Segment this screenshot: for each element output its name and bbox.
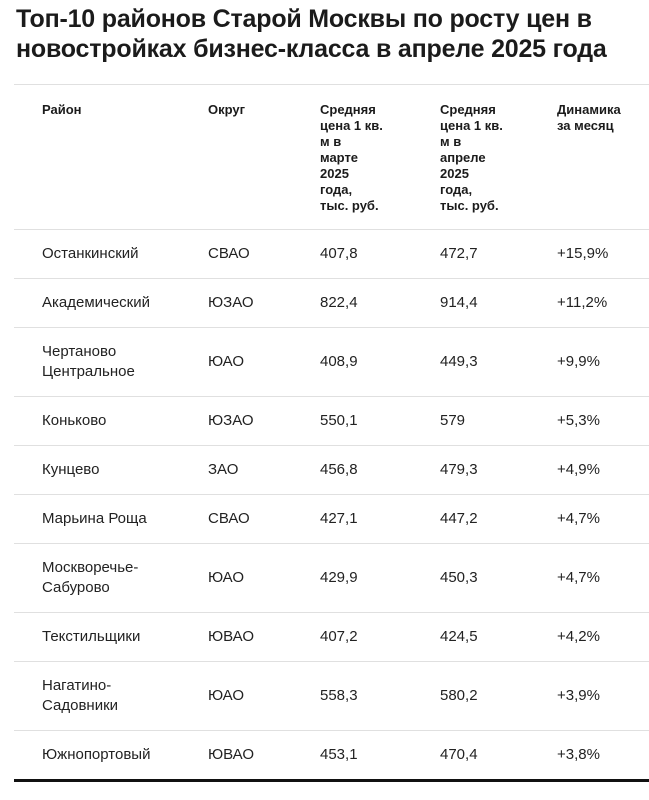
cell-price-march: 408,9 bbox=[320, 327, 440, 397]
col-header-district: Район bbox=[14, 84, 208, 230]
col-header-price-march: Средняя цена 1 кв. м в марте 2025 года, … bbox=[320, 84, 440, 230]
cell-okrug: ЮЗАО bbox=[208, 396, 320, 446]
table-row: Академический ЮЗАО 822,4 914,4 +11,2% bbox=[14, 278, 649, 328]
cell-okrug: ЮАО bbox=[208, 661, 320, 731]
cell-price-april: 472,7 bbox=[440, 229, 557, 279]
cell-dynamics: +4,9% bbox=[557, 445, 649, 495]
cell-okrug: СВАО bbox=[208, 494, 320, 544]
cell-price-march: 407,8 bbox=[320, 229, 440, 279]
cell-okrug: ЗАО bbox=[208, 445, 320, 495]
cell-okrug: ЮАО bbox=[208, 543, 320, 613]
table-row: Текстильщики ЮВАО 407,2 424,5 +4,2% bbox=[14, 612, 649, 662]
cell-price-april: 914,4 bbox=[440, 278, 557, 328]
cell-dynamics: +3,9% bbox=[557, 661, 649, 731]
cell-dynamics: +9,9% bbox=[557, 327, 649, 397]
cell-district: Текстильщики bbox=[14, 612, 208, 662]
cell-price-april: 580,2 bbox=[440, 661, 557, 731]
cell-dynamics: +11,2% bbox=[557, 278, 649, 328]
cell-district: Южнопортовый bbox=[14, 730, 208, 782]
cell-price-april: 424,5 bbox=[440, 612, 557, 662]
col-header-price-april: Средняя цена 1 кв. м в апреле 2025 года,… bbox=[440, 84, 557, 230]
cell-price-april: 449,3 bbox=[440, 327, 557, 397]
cell-price-march: 407,2 bbox=[320, 612, 440, 662]
table-row: Марьина Роща СВАО 427,1 447,2 +4,7% bbox=[14, 494, 649, 544]
page: Топ-10 районов Старой Москвы по росту це… bbox=[14, 5, 649, 782]
table-row: Коньково ЮЗАО 550,1 579 +5,3% bbox=[14, 396, 649, 446]
cell-okrug: ЮАО bbox=[208, 327, 320, 397]
cell-price-april: 470,4 bbox=[440, 730, 557, 782]
cell-price-march: 427,1 bbox=[320, 494, 440, 544]
cell-district: Останкинский bbox=[14, 229, 208, 279]
cell-dynamics: +4,2% bbox=[557, 612, 649, 662]
cell-price-april: 479,3 bbox=[440, 445, 557, 495]
table-row: Нагатино-Садовники ЮАО 558,3 580,2 +3,9% bbox=[14, 661, 649, 731]
col-header-dynamics: Динамика за месяц bbox=[557, 84, 649, 230]
table-row: Москворечье-Сабурово ЮАО 429,9 450,3 +4,… bbox=[14, 543, 649, 613]
cell-district: Академический bbox=[14, 278, 208, 328]
col-header-okrug: Округ bbox=[208, 84, 320, 230]
cell-okrug: СВАО bbox=[208, 229, 320, 279]
cell-district: Коньково bbox=[14, 396, 208, 446]
cell-price-march: 429,9 bbox=[320, 543, 440, 613]
cell-dynamics: +15,9% bbox=[557, 229, 649, 279]
cell-district: Чертаново Центральное bbox=[14, 327, 208, 397]
cell-price-april: 579 bbox=[440, 396, 557, 446]
cell-district: Кунцево bbox=[14, 445, 208, 495]
table-row: Чертаново Центральное ЮАО 408,9 449,3 +9… bbox=[14, 327, 649, 397]
table-row: Кунцево ЗАО 456,8 479,3 +4,9% bbox=[14, 445, 649, 495]
cell-price-march: 550,1 bbox=[320, 396, 440, 446]
table-row: Южнопортовый ЮВАО 453,1 470,4 +3,8% bbox=[14, 730, 649, 782]
cell-okrug: ЮЗАО bbox=[208, 278, 320, 328]
cell-dynamics: +4,7% bbox=[557, 543, 649, 613]
table-header-row: Район Округ Средняя цена 1 кв. м в марте… bbox=[14, 84, 649, 230]
cell-district: Москворечье-Сабурово bbox=[14, 543, 208, 613]
cell-price-march: 822,4 bbox=[320, 278, 440, 328]
cell-dynamics: +4,7% bbox=[557, 494, 649, 544]
table-row: Останкинский СВАО 407,8 472,7 +15,9% bbox=[14, 229, 649, 279]
cell-price-march: 453,1 bbox=[320, 730, 440, 782]
cell-price-march: 456,8 bbox=[320, 445, 440, 495]
cell-okrug: ЮВАО bbox=[208, 612, 320, 662]
cell-dynamics: +3,8% bbox=[557, 730, 649, 782]
page-title: Топ-10 районов Старой Москвы по росту це… bbox=[16, 5, 607, 63]
cell-district: Марьина Роща bbox=[14, 494, 208, 544]
cell-district: Нагатино-Садовники bbox=[14, 661, 208, 731]
cell-okrug: ЮВАО bbox=[208, 730, 320, 782]
table-body: Останкинский СВАО 407,8 472,7 +15,9% Ака… bbox=[14, 229, 649, 782]
cell-price-april: 447,2 bbox=[440, 494, 557, 544]
price-table: Район Округ Средняя цена 1 кв. м в марте… bbox=[14, 84, 649, 782]
cell-price-march: 558,3 bbox=[320, 661, 440, 731]
cell-dynamics: +5,3% bbox=[557, 396, 649, 446]
cell-price-april: 450,3 bbox=[440, 543, 557, 613]
